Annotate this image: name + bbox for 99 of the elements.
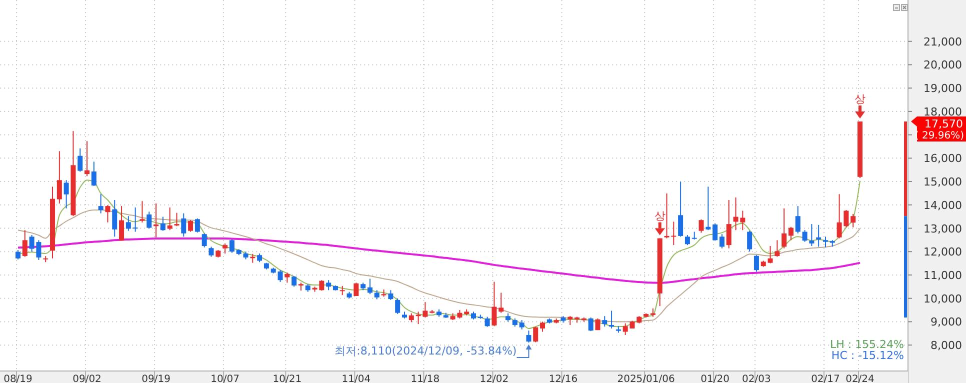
x-tick-label: 01/20 bbox=[700, 374, 730, 383]
candlestick bbox=[719, 234, 724, 249]
x-tick-label: 12/16 bbox=[548, 374, 578, 383]
candlestick bbox=[340, 285, 345, 296]
candlestick bbox=[56, 150, 62, 204]
candlestick bbox=[126, 216, 131, 232]
annotation: 최저:8,110(2024/12/09, -53.84%) bbox=[334, 344, 517, 358]
candlestick bbox=[726, 199, 732, 249]
y-tick-label: 12,000 bbox=[924, 246, 962, 259]
y-tick-label: 20,000 bbox=[924, 58, 962, 72]
candlestick bbox=[112, 199, 118, 238]
candlestick bbox=[64, 180, 69, 209]
candlestick bbox=[284, 272, 290, 284]
x-tick-label: 2025/01/06 bbox=[617, 374, 675, 383]
text: 17,570 bbox=[924, 117, 963, 130]
candlestick bbox=[388, 290, 394, 300]
candlestick bbox=[374, 290, 380, 300]
annotation: 상 bbox=[854, 92, 866, 106]
candlestick bbox=[181, 212, 186, 238]
y-tick-label: 14,000 bbox=[924, 198, 962, 212]
annotation: 상 bbox=[654, 209, 666, 222]
candlestick bbox=[22, 230, 28, 258]
y-tick-label: 8,000 bbox=[930, 339, 962, 352]
candlestick bbox=[188, 220, 194, 232]
y-tick-label: 19,000 bbox=[924, 82, 962, 96]
candlestick bbox=[326, 280, 332, 291]
x-tick-label: 11/18 bbox=[410, 374, 440, 383]
candlestick bbox=[105, 204, 110, 223]
candlestick bbox=[160, 216, 166, 232]
candlestick bbox=[492, 281, 497, 327]
candlestick bbox=[395, 298, 400, 314]
candlestick bbox=[540, 321, 546, 332]
candlestick bbox=[194, 218, 200, 233]
candlestick bbox=[84, 140, 90, 177]
annotation: LH : 155.24% bbox=[830, 338, 904, 351]
candlestick bbox=[484, 316, 490, 328]
candlestick bbox=[354, 282, 359, 297]
candlestick bbox=[774, 240, 780, 258]
candlestick bbox=[119, 206, 124, 242]
x-tick-label: 02/03 bbox=[742, 374, 771, 383]
candlestick bbox=[278, 270, 283, 282]
candlestick bbox=[146, 211, 152, 229]
candlestick bbox=[208, 246, 214, 258]
y-tick-label: 13,000 bbox=[924, 222, 962, 236]
annotation: HC : -15.12% bbox=[831, 349, 904, 362]
y-tick-label: 15,000 bbox=[924, 176, 962, 189]
x-tick-label: 12/02 bbox=[480, 374, 509, 383]
candlestick bbox=[526, 330, 532, 343]
candlestick bbox=[222, 242, 228, 254]
candlestick bbox=[768, 246, 773, 264]
candlestick bbox=[78, 148, 83, 172]
x-tick-label: 09/02 bbox=[72, 374, 102, 383]
candlestick bbox=[795, 206, 800, 234]
candlestick bbox=[367, 278, 372, 295]
candlestick bbox=[202, 232, 207, 248]
candlestick bbox=[678, 181, 684, 238]
candlestick bbox=[754, 254, 759, 272]
candlestick bbox=[609, 310, 614, 329]
x-tick-label: 11/04 bbox=[342, 374, 371, 383]
y-tick-label: 16,000 bbox=[924, 152, 962, 166]
candlestick bbox=[802, 230, 808, 242]
candlestick bbox=[822, 236, 828, 248]
candlestick bbox=[684, 234, 690, 246]
candlestick bbox=[809, 224, 814, 247]
candlestick bbox=[533, 326, 538, 343]
candlestick bbox=[16, 249, 20, 260]
x-tick-label: 02/24 bbox=[846, 374, 874, 383]
y-tick-label: 18,000 bbox=[924, 105, 962, 118]
candlestick bbox=[706, 186, 711, 231]
x-tick-label: 10/21 bbox=[272, 374, 302, 383]
candlestick bbox=[602, 316, 608, 328]
candlestick bbox=[174, 212, 180, 227]
candlestick bbox=[229, 238, 234, 254]
candlestick bbox=[140, 200, 145, 223]
x-tick-label: 10/07 bbox=[210, 374, 240, 383]
candlestick bbox=[588, 317, 594, 332]
candlestick bbox=[167, 206, 172, 231]
candlestick bbox=[698, 218, 704, 234]
candlestick bbox=[712, 222, 718, 242]
x-tick-label: 02/17 bbox=[811, 374, 840, 383]
y-tick-label: 11,000 bbox=[924, 268, 962, 282]
y-tick-label: 9,000 bbox=[930, 316, 962, 329]
x-tick-label: 09/19 bbox=[142, 374, 170, 383]
y-tick-label: 10,000 bbox=[924, 292, 962, 306]
candlestick bbox=[292, 276, 297, 288]
candlestick bbox=[816, 224, 822, 248]
candlestick bbox=[154, 202, 159, 238]
y-tick-label: 21,000 bbox=[924, 35, 962, 48]
candlestick bbox=[747, 230, 752, 252]
candlestick bbox=[850, 214, 856, 228]
candlestick bbox=[782, 208, 787, 249]
text: ( 29.96%) bbox=[914, 130, 964, 142]
candlestick bbox=[519, 320, 524, 330]
candlestick bbox=[91, 161, 96, 186]
candlestick bbox=[132, 206, 138, 232]
x-tick-label: 08/19 bbox=[4, 374, 32, 383]
candlestick bbox=[498, 292, 504, 314]
candlestick bbox=[788, 226, 794, 241]
candlestick bbox=[98, 194, 104, 214]
